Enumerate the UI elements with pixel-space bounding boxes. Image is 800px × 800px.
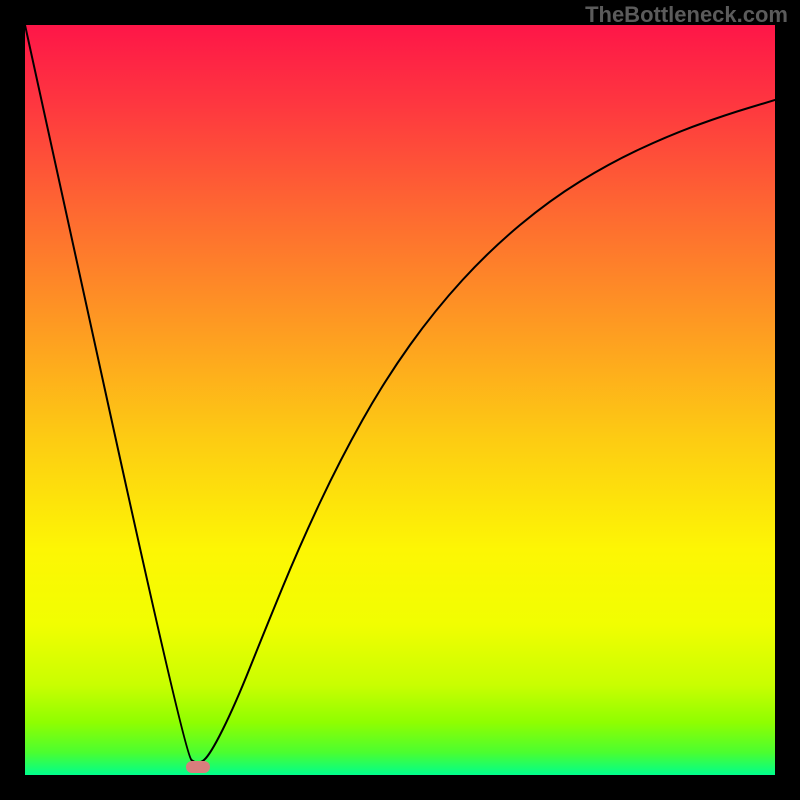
bottleneck-curve (25, 25, 775, 763)
optimum-marker (186, 761, 210, 773)
watermark-text: TheBottleneck.com (585, 2, 788, 28)
curve-layer (25, 25, 775, 775)
